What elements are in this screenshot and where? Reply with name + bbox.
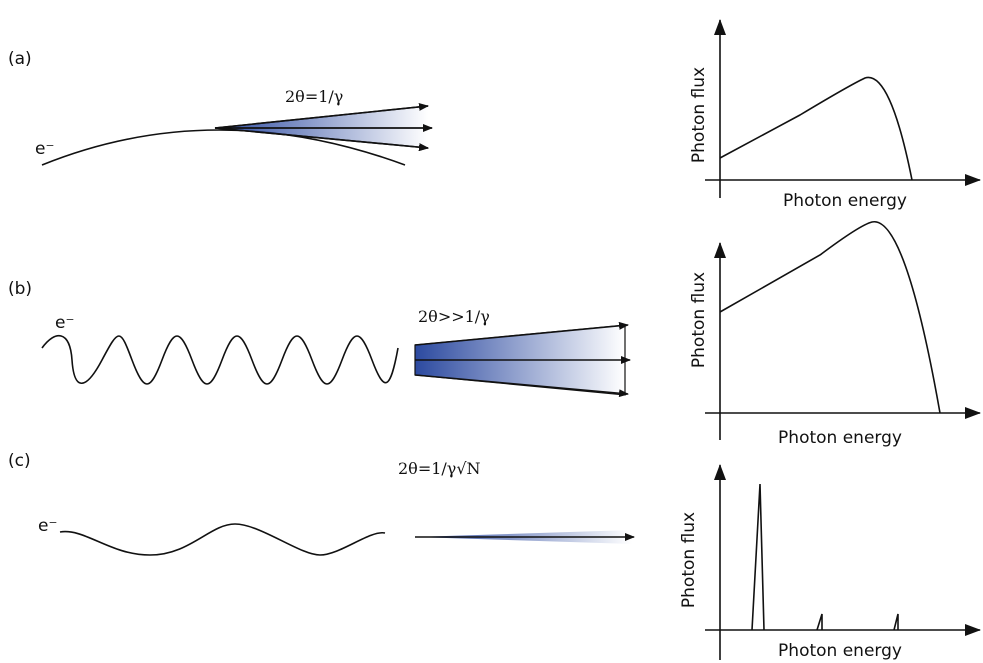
particle-label: e⁻: [35, 139, 54, 159]
panel-label: (a): [8, 49, 32, 69]
trajectory: [41, 129, 406, 166]
x-axis-label: Photon energy: [778, 428, 902, 448]
ray: [414, 321, 629, 346]
panel-c: (c) e⁻ 2θ=1/γ√N Photon flux Photon energ…: [8, 451, 981, 661]
angle-label: 2θ>>1/γ: [418, 307, 490, 326]
angle-label: 2θ=1/γ: [285, 87, 343, 106]
ray: [214, 127, 429, 152]
spectrum: [751, 483, 899, 631]
cone: [215, 106, 428, 148]
y-axis-label: Photon flux: [689, 67, 709, 163]
x-axis-label: Photon energy: [783, 191, 907, 211]
spectrum: [719, 76, 913, 181]
panel-a: (a) e⁻ 2θ=1/γ Photon flux Photon energy: [8, 19, 981, 211]
y-axis-label: Photon flux: [679, 512, 699, 608]
x-axis-label: Photon energy: [778, 641, 902, 661]
particle-label: e⁻: [38, 516, 57, 536]
panel-label: (b): [8, 279, 32, 299]
panel-label: (c): [8, 451, 31, 471]
particle-label: e⁻: [55, 313, 74, 333]
trajectory: [41, 334, 399, 385]
panel-b: (b) e⁻ 2θ>>1/γ Photon flux Photon energy: [8, 221, 981, 448]
ray: [414, 374, 629, 398]
angle-label: 2θ=1/γ√N: [398, 459, 481, 478]
ray: [214, 102, 429, 129]
y-axis-label: Photon flux: [689, 272, 709, 368]
spectrum: [719, 221, 941, 414]
trajectory: [59, 523, 386, 556]
